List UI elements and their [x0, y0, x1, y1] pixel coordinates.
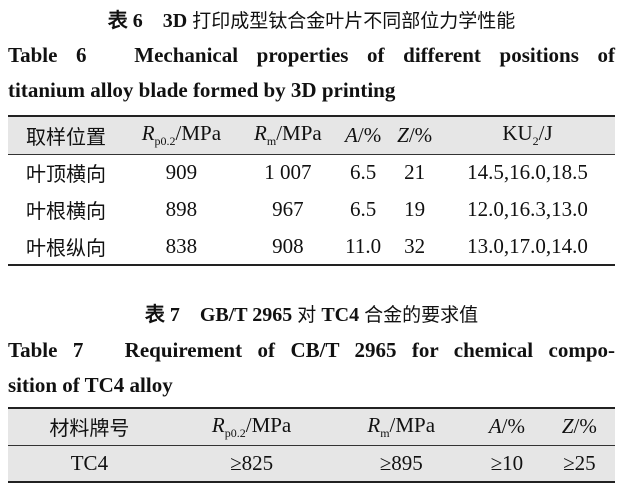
table-cell: 32	[404, 233, 426, 258]
table-cell: 12.0,16.3,13.0	[467, 197, 588, 221]
header-symbol: Z	[397, 122, 409, 147]
header-symbol: A	[488, 414, 502, 439]
column-header: Z/%	[389, 116, 440, 154]
table-cell: 838	[165, 233, 198, 258]
table7-caption: Table 7 Requirement of CB/T 2965 for che…	[8, 338, 615, 362]
table-cell: 11.0	[345, 233, 382, 258]
column-header: 取样位置	[8, 116, 124, 154]
header-unit: /%	[501, 414, 525, 439]
table-cell: 909	[165, 160, 198, 185]
table6-caption: Table 6 Mechanical properties of differe…	[8, 43, 615, 67]
header-subscript: m	[266, 134, 277, 149]
column-header: Rp0.2/MPa	[124, 116, 239, 154]
table-cell: ≥25	[563, 450, 596, 475]
table6-title-number: 表 6 3D	[107, 10, 188, 32]
table7-title: 表 7 GB/T 2965 对 TC4 合金的要求值	[0, 298, 623, 327]
table-row: TC4 ≥825 ≥895 ≥10 ≥25	[8, 445, 615, 482]
header-symbol: A	[345, 122, 358, 147]
table6-caption-line2: titanium alloy blade formed by 3D printi…	[8, 78, 396, 102]
column-header: 材料牌号	[8, 408, 171, 445]
table7-title-zh: 对	[297, 304, 317, 326]
table-cell: 叶根纵向	[25, 235, 106, 260]
table6-title-zh: 打印成型钛合金叶片不同部位力学性能	[192, 10, 516, 32]
table7: 材料牌号 Rp0.2/MPa Rm/MPa A/% Z/% TC4 ≥825 ≥895 ≥10…	[8, 407, 615, 483]
table-cell: ≥825	[230, 450, 274, 475]
header-symbol: R	[254, 121, 267, 146]
table-cell: 21	[404, 160, 426, 185]
table-cell: 14.5,16.0,18.5	[467, 160, 588, 185]
table-cell: 叶顶横向	[25, 162, 106, 187]
header-unit: /%	[573, 414, 597, 439]
header-subscript: m	[380, 425, 390, 440]
table-cell: ≥10	[490, 450, 524, 475]
table-row: 叶根横向 898 967 6.5 19 12.0,16.3,13.0	[8, 191, 615, 228]
header-symbol: Z	[561, 414, 574, 439]
table6-title: 表 6 3D 打印成型钛合金叶片不同部位力学性能	[0, 4, 623, 33]
table7-header-row: 材料牌号 Rp0.2/MPa Rm/MPa A/% Z/%	[8, 408, 615, 445]
header-unit: /%	[408, 122, 433, 147]
table7-caption-line2: sition of TC4 alloy	[8, 373, 173, 397]
header-symbol: R	[211, 412, 225, 437]
column-header: KU2/J	[440, 116, 615, 154]
header-unit: /MPa	[245, 412, 292, 437]
header-unit: /MPa	[276, 121, 322, 146]
table7-title-mid: TC4	[321, 304, 360, 326]
table-cell: 1 007	[264, 160, 312, 185]
header-symbol: KU	[502, 121, 533, 146]
table7-title-number: 表 7 GB/T 2965	[144, 304, 293, 326]
table-cell: ≥895	[379, 450, 423, 475]
table-cell: 6.5	[349, 197, 377, 221]
column-header: Rm/MPa	[332, 408, 470, 445]
table6: 取样位置 Rp0.2/MPa Rm/MPa A/% Z/% KU2/J 叶顶横向 909 1 …	[8, 115, 615, 266]
column-header: Z/%	[544, 408, 615, 445]
column-header: Rp0.2/MPa	[171, 408, 333, 445]
table-row: 叶根纵向 838 908 11.0 32 13.0,17.0,14.0	[8, 228, 615, 265]
column-header: A/%	[470, 408, 544, 445]
header-subscript: 2	[532, 134, 539, 149]
header-label: 取样位置	[25, 124, 106, 149]
table-cell: 908	[272, 233, 304, 258]
header-subscript: p0.2	[224, 425, 246, 440]
table-cell: 13.0,17.0,14.0	[467, 233, 588, 258]
column-header: A/%	[337, 116, 389, 154]
table-cell: 898	[165, 197, 198, 221]
table7-title-zh2: 合金的要求值	[364, 304, 479, 326]
table-cell: TC4	[70, 450, 109, 475]
header-subscript: p0.2	[154, 134, 176, 149]
header-unit: /MPa	[389, 412, 436, 437]
column-header: Rm/MPa	[239, 116, 337, 154]
table-row: 叶顶横向 909 1 007 6.5 21 14.5,16.0,18.5	[8, 154, 615, 191]
header-symbol: R	[367, 412, 381, 437]
header-symbol: R	[141, 121, 155, 146]
table6-header-row: 取样位置 Rp0.2/MPa Rm/MPa A/% Z/% KU2/J	[8, 116, 615, 154]
header-unit: /%	[357, 122, 382, 147]
table-cell: 19	[404, 197, 426, 221]
table-cell: 6.5	[349, 160, 377, 185]
header-unit: /J	[538, 121, 553, 146]
table-cell: 叶根横向	[25, 199, 106, 223]
header-label: 材料牌号	[49, 416, 130, 441]
table-cell: 967	[272, 197, 304, 221]
header-unit: /MPa	[175, 121, 222, 146]
